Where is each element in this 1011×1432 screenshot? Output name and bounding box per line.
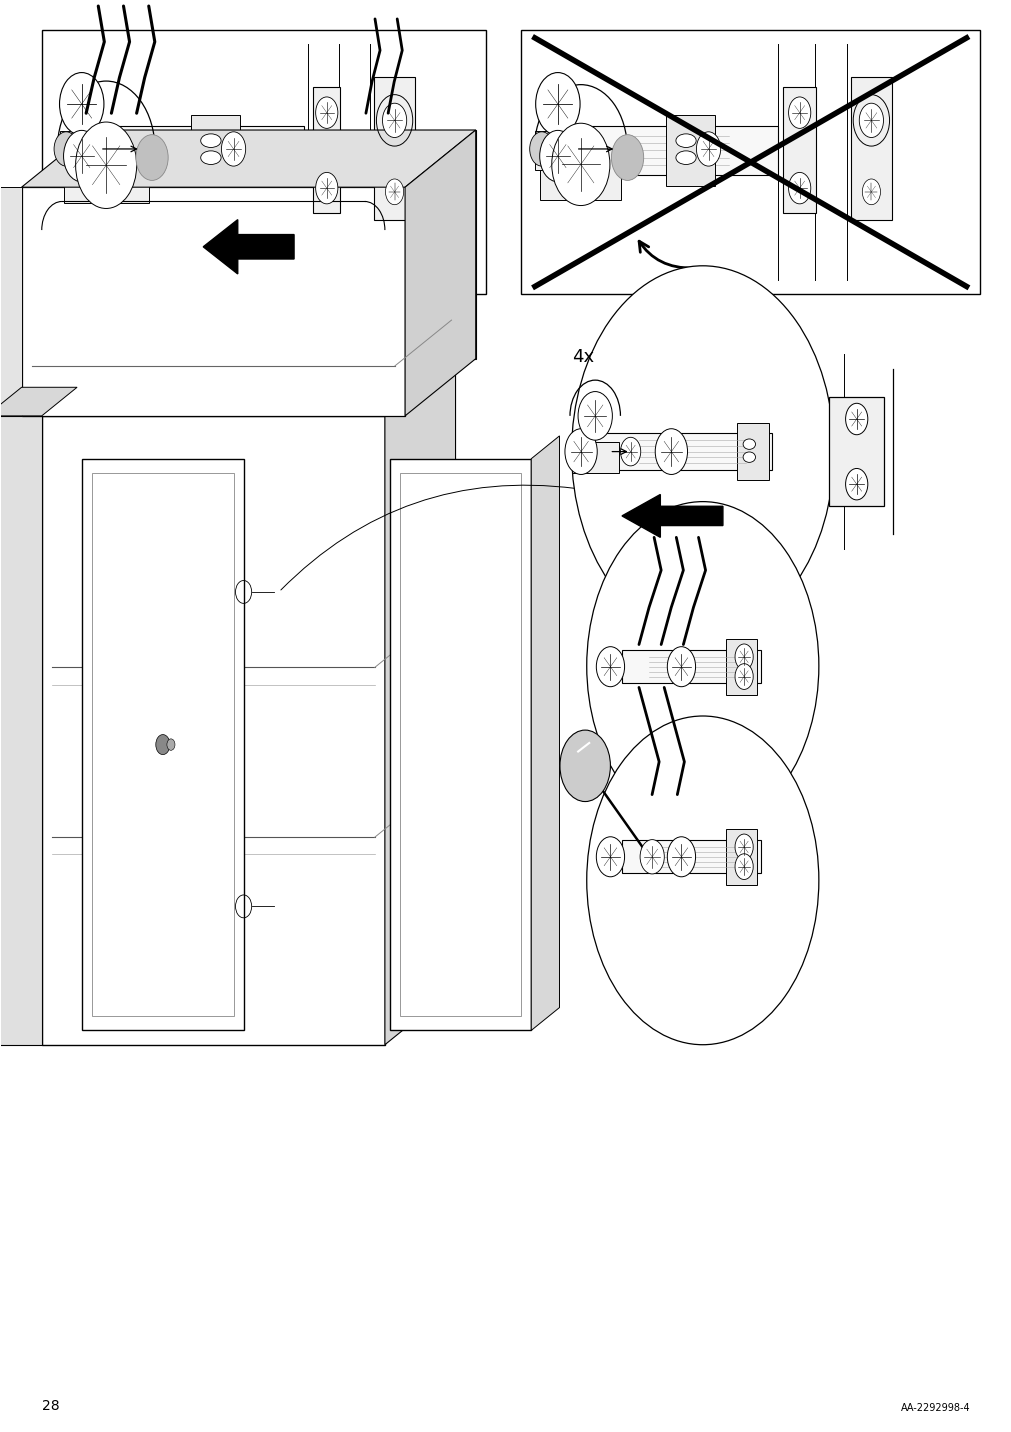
- Circle shape: [385, 179, 403, 205]
- Polygon shape: [41, 358, 455, 415]
- Circle shape: [135, 135, 168, 180]
- Circle shape: [666, 836, 695, 876]
- FancyArrow shape: [622, 494, 722, 537]
- Bar: [389, 458, 531, 1031]
- Circle shape: [611, 135, 643, 180]
- Bar: [621, 650, 760, 683]
- Text: 4x: 4x: [571, 348, 593, 365]
- Circle shape: [639, 839, 663, 874]
- Bar: [828, 397, 884, 505]
- Circle shape: [577, 391, 612, 440]
- Circle shape: [564, 428, 596, 474]
- Ellipse shape: [742, 440, 755, 450]
- Ellipse shape: [675, 150, 696, 165]
- Polygon shape: [0, 415, 41, 1045]
- Circle shape: [586, 501, 818, 831]
- Circle shape: [620, 437, 640, 465]
- Polygon shape: [21, 188, 404, 415]
- Bar: [736, 422, 768, 480]
- Bar: [521, 30, 980, 295]
- Circle shape: [535, 73, 579, 136]
- Bar: [535, 130, 562, 170]
- Circle shape: [571, 266, 833, 637]
- Bar: [850, 77, 891, 221]
- Bar: [313, 87, 340, 213]
- Circle shape: [60, 73, 104, 136]
- Text: AA-2292998-4: AA-2292998-4: [900, 1403, 970, 1413]
- Circle shape: [654, 428, 686, 474]
- Circle shape: [529, 132, 553, 166]
- Polygon shape: [41, 415, 384, 1045]
- Circle shape: [539, 130, 575, 182]
- Circle shape: [788, 172, 810, 203]
- Circle shape: [167, 739, 175, 750]
- Bar: [92, 473, 234, 1017]
- Ellipse shape: [675, 133, 696, 147]
- Polygon shape: [0, 387, 77, 415]
- Bar: [374, 77, 415, 221]
- Bar: [60, 130, 93, 170]
- Circle shape: [315, 172, 338, 203]
- Bar: [553, 126, 777, 175]
- Circle shape: [696, 132, 720, 166]
- Circle shape: [861, 179, 880, 205]
- Polygon shape: [21, 130, 475, 188]
- Polygon shape: [531, 435, 559, 1031]
- Circle shape: [666, 647, 695, 687]
- Bar: [725, 639, 756, 695]
- Circle shape: [156, 735, 170, 755]
- Bar: [82, 458, 244, 1031]
- Bar: [571, 441, 619, 473]
- Bar: [725, 829, 756, 885]
- Polygon shape: [0, 188, 21, 415]
- Circle shape: [586, 716, 818, 1045]
- Circle shape: [858, 103, 883, 137]
- Circle shape: [788, 97, 810, 129]
- Circle shape: [734, 853, 752, 879]
- Ellipse shape: [200, 150, 220, 165]
- Text: 34: 34: [52, 345, 125, 397]
- Bar: [594, 432, 771, 470]
- Circle shape: [221, 132, 246, 166]
- Ellipse shape: [200, 133, 220, 147]
- Circle shape: [315, 97, 338, 129]
- Bar: [665, 115, 715, 186]
- Circle shape: [76, 122, 136, 209]
- Bar: [64, 149, 149, 203]
- Bar: [783, 87, 815, 213]
- Circle shape: [845, 404, 867, 435]
- Polygon shape: [92, 130, 475, 358]
- Ellipse shape: [742, 453, 755, 463]
- Bar: [540, 149, 621, 200]
- Circle shape: [64, 130, 100, 182]
- Circle shape: [54, 132, 78, 166]
- Bar: [190, 115, 240, 186]
- FancyArrow shape: [203, 219, 294, 274]
- Circle shape: [734, 833, 752, 859]
- Bar: [399, 473, 521, 1017]
- Circle shape: [559, 730, 610, 802]
- Circle shape: [734, 644, 752, 670]
- Circle shape: [734, 663, 752, 689]
- Bar: [621, 841, 760, 874]
- Text: 28: 28: [41, 1399, 60, 1413]
- Circle shape: [595, 836, 624, 876]
- Polygon shape: [384, 358, 455, 1045]
- Circle shape: [595, 647, 624, 687]
- Bar: [77, 126, 303, 175]
- Circle shape: [845, 468, 867, 500]
- Polygon shape: [404, 130, 475, 415]
- Circle shape: [551, 123, 610, 206]
- Bar: [41, 30, 485, 295]
- Circle shape: [382, 103, 406, 137]
